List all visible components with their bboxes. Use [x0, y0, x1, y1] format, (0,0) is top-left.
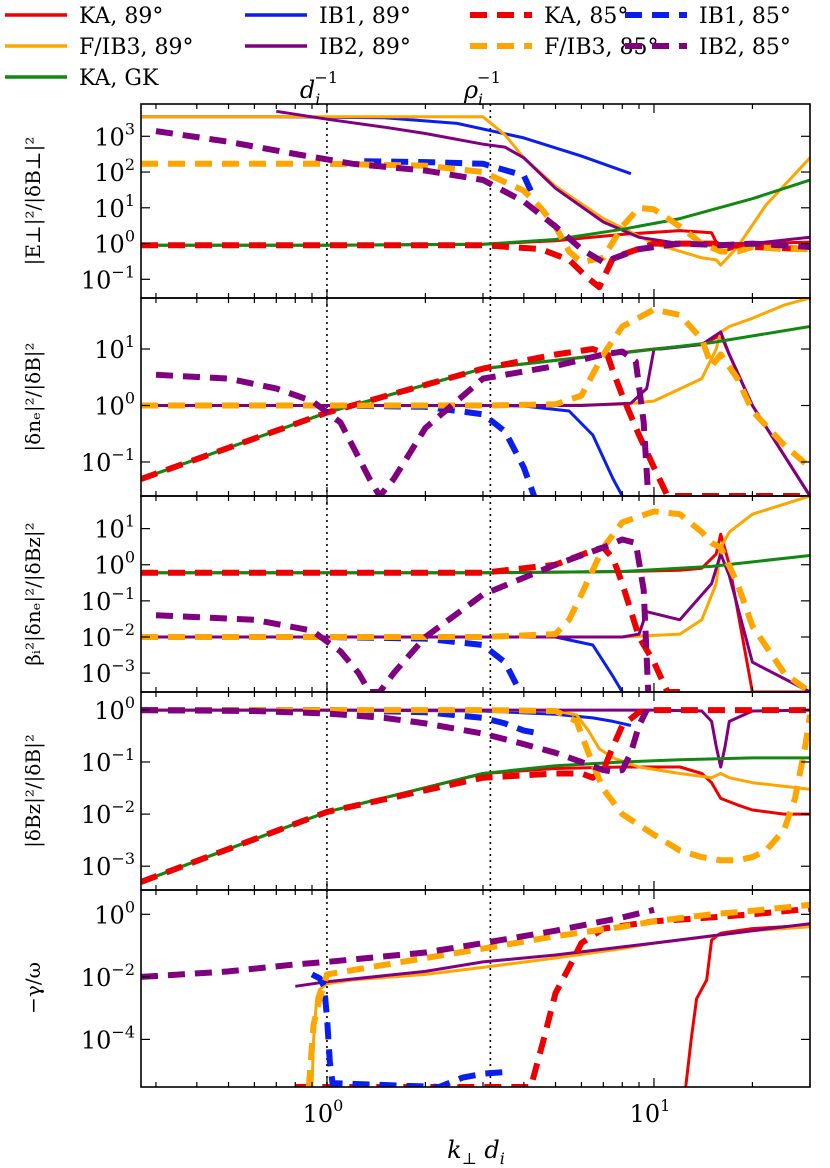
- y-tick-label: 10−2: [81, 620, 135, 652]
- panel-frame: [140, 297, 811, 497]
- series-ib2-85deg: [141, 707, 650, 775]
- legend-label-ib1-89deg: IB1, 89°: [319, 4, 411, 29]
- legend-label-ib2-89deg: IB2, 89°: [319, 35, 411, 60]
- panel-damping: 10−4 10−2 100 −γ/ω: [21, 889, 811, 1088]
- series-f-ib3-85deg: [141, 160, 810, 266]
- series-ka-89deg: [141, 765, 810, 884]
- series-ib2-89deg: [141, 708, 810, 769]
- series-ib1-85deg: [141, 402, 537, 496]
- y-tick-label: 10−1: [81, 584, 135, 616]
- series-ib2-85deg: [155, 128, 810, 266]
- series-ib1-85deg: [310, 971, 506, 1087]
- series-ib1-89deg: [141, 404, 624, 496]
- panel-beta_ne_Bz: 10−3 10−2 10−1 100 101 βᵢ²|δnₑ|²/|δBz|²: [21, 495, 811, 693]
- y-tick-label: 10−1: [81, 445, 135, 477]
- panel-delta_Bz: 10−3 10−2 10−1 100 |δBz|²/|δB|²: [21, 691, 811, 891]
- legend-label-ka-gk: KA, GK: [79, 66, 159, 91]
- series-ka-85deg: [141, 240, 810, 291]
- x-tick-label: 100: [303, 1096, 344, 1128]
- vline-label-d-i: di−1: [300, 68, 338, 109]
- y-tick-label: 101: [94, 512, 135, 544]
- y-tick-label: 10−1: [81, 262, 135, 294]
- legend: KA, 89° IB1, 89° KA, 85° IB1, 85° F/IB3, 89°…: [5, 4, 791, 91]
- y-axis-label: −γ/ω: [21, 962, 45, 1014]
- series-ib1-85deg: [141, 707, 542, 737]
- y-tick-label: 100: [94, 389, 135, 421]
- series-ib2-85deg: [141, 906, 655, 980]
- panel-frame: [140, 495, 811, 693]
- series-f-ib3-85deg: [141, 508, 810, 692]
- y-axis-label: |δnₑ|²/|δB|²: [21, 342, 46, 451]
- series-ka-gk: [141, 178, 810, 247]
- series-ka-89deg: [141, 532, 810, 692]
- y-tick-label: 10−2: [81, 797, 135, 829]
- series-ib2-85deg: [155, 536, 652, 692]
- legend-label-ib1-85deg: IB1, 85°: [699, 4, 791, 29]
- y-axis-label: |E⊥|²/|δB⊥|²: [21, 137, 46, 266]
- y-tick-label: 100: [94, 693, 135, 725]
- series-ib2-85deg: [155, 348, 652, 496]
- series-ka-85deg: [295, 905, 810, 1087]
- x-axis: 100 101 k⊥ di: [303, 1096, 671, 1168]
- series-ib2-89deg: [141, 552, 810, 692]
- x-axis-label: k⊥ di: [447, 1136, 505, 1168]
- y-tick-label: 103: [94, 119, 135, 151]
- y-tick-label: 100: [94, 897, 135, 929]
- series-ka-85deg: [141, 707, 810, 885]
- series-ib2-89deg: [276, 109, 810, 246]
- series-f-ib3-89deg: [310, 925, 810, 1087]
- y-axis-label: |δBz|²/|δB|²: [21, 734, 46, 848]
- series-f-ib3-85deg: [305, 901, 810, 1087]
- y-tick-label: 10−1: [81, 745, 135, 777]
- vline-labels: di−1 ρi−1: [300, 68, 501, 109]
- series-ka-85deg: [141, 346, 810, 496]
- series-f-ib3-89deg: [141, 298, 810, 407]
- panels: 10−1100101102103|E⊥|²/|δB⊥|²10−1100101|δ…: [21, 103, 811, 1088]
- legend-label-ka-89deg: KA, 89°: [79, 4, 163, 29]
- series-ib1-85deg: [141, 634, 523, 692]
- series-f-ib3-89deg: [141, 115, 810, 267]
- panel-delta_ne: 10−1 100 101 |δnₑ|²/|δB|²: [21, 297, 811, 497]
- y-tick-label: 100: [94, 548, 135, 580]
- series-ib1-85deg: [364, 158, 534, 192]
- y-tick-label: 10−2: [81, 960, 135, 992]
- series-f-ib3-85deg: [141, 707, 810, 864]
- y-tick-label: 102: [94, 155, 135, 187]
- legend-label-f-ib3-89deg: F/IB3, 89°: [79, 35, 194, 60]
- y-tick-label: 10−4: [81, 1022, 135, 1054]
- series-ib2-89deg: [295, 922, 810, 988]
- y-tick-label: 101: [94, 332, 135, 364]
- y-tick-label: 10−3: [81, 849, 135, 881]
- y-axis-label: βᵢ²|δnₑ|²/|δBz|²: [21, 522, 46, 665]
- panel-frame: [140, 889, 811, 1088]
- series-ka-85deg: [141, 544, 680, 692]
- panel-frame: [140, 103, 811, 299]
- series-f-ib3-85deg: [141, 306, 810, 470]
- y-tick-label: 10−3: [81, 656, 135, 688]
- y-tick-label: 101: [94, 191, 135, 223]
- y-tick-label: 100: [94, 227, 135, 259]
- x-tick-label: 101: [630, 1096, 671, 1128]
- panel-frame: [140, 691, 811, 891]
- legend-label-ib2-85deg: IB2, 85°: [699, 35, 791, 60]
- series-ib1-89deg: [141, 635, 624, 692]
- series-ka-89deg: [684, 923, 810, 1087]
- legend-label-ka-85deg: KA, 85°: [544, 4, 628, 29]
- vline-label-rho-i: ρi−1: [463, 68, 501, 109]
